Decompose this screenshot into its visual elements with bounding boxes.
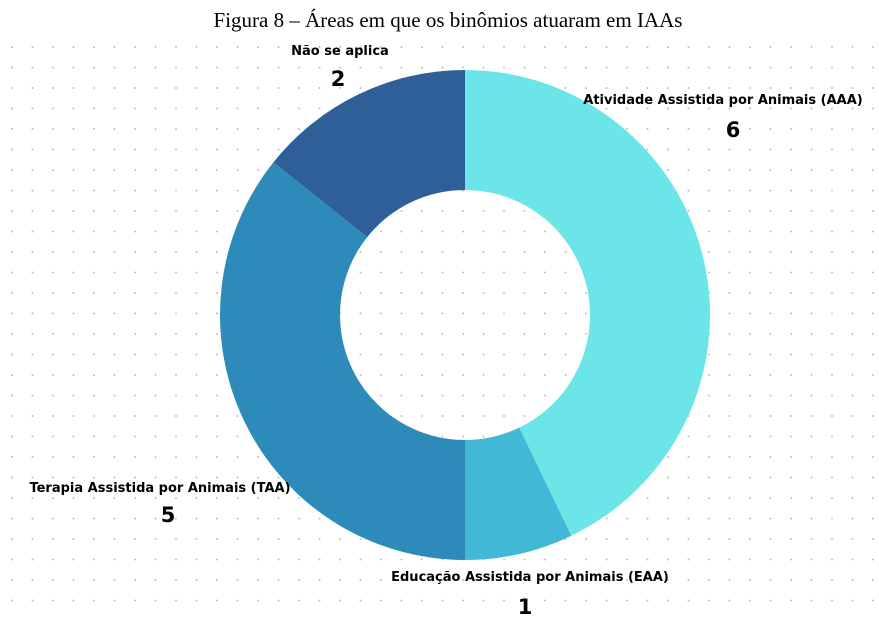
slice	[220, 162, 465, 560]
chart-title: Figura 8 – Áreas em que os binômios atua…	[214, 8, 683, 32]
labels: Atividade Assistida por Animais (AAA) 6 Ed…	[29, 44, 862, 619]
category-label: Atividade Assistida por Animais (AAA)	[583, 93, 862, 108]
category-label: Terapia Assistida por Animais (TAA)	[29, 481, 290, 496]
value-label: 5	[161, 503, 176, 527]
value-label: 6	[726, 118, 741, 142]
value-label: 2	[331, 67, 346, 91]
donut	[220, 70, 710, 560]
slice	[273, 70, 465, 238]
slice	[465, 427, 572, 560]
value-label: 1	[518, 595, 533, 619]
slice	[465, 70, 710, 536]
title-backdrop	[170, 4, 750, 34]
category-label: Não se aplica	[291, 44, 389, 59]
category-label: Educação Assistida por Animais (EAA)	[391, 570, 669, 585]
